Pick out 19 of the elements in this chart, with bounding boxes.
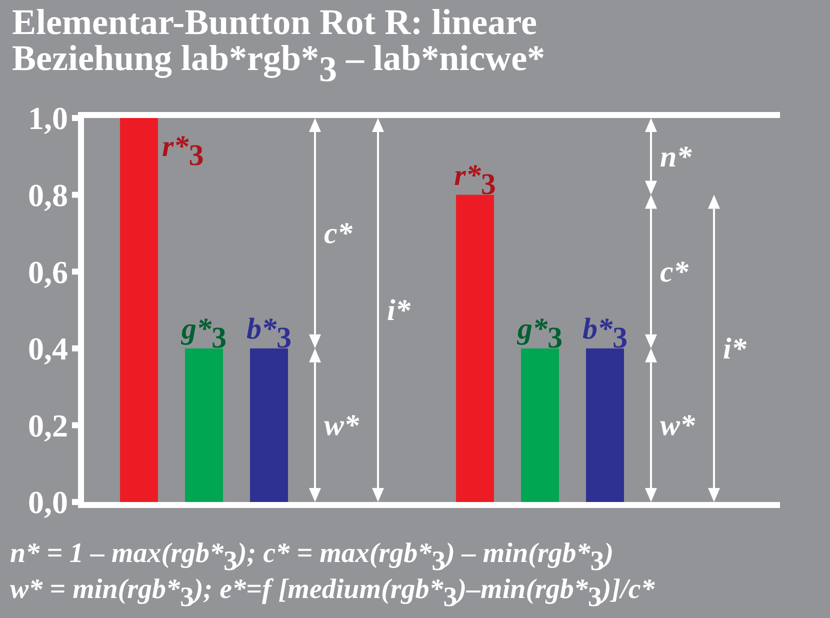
y-tick-label: 0,8 [28, 177, 68, 213]
bar [250, 348, 288, 502]
annotation: w* [660, 409, 696, 442]
annotation: w* [324, 409, 360, 442]
y-tick-label: 0,0 [28, 484, 68, 520]
bar [456, 194, 494, 502]
annotation: i* [723, 332, 748, 366]
y-tick-label: 1,0 [28, 100, 68, 136]
y-tick-label: 0,4 [28, 330, 68, 367]
annotation: i* [387, 294, 412, 327]
annotation: n* [660, 140, 693, 174]
y-tick-label: 0,2 [28, 407, 68, 444]
bar [120, 118, 158, 502]
bar [521, 348, 559, 502]
bar [185, 348, 223, 502]
y-tick-label: 0,6 [28, 254, 68, 290]
annotation: c* [324, 217, 354, 250]
bar [586, 348, 624, 502]
annotation: c* [660, 256, 690, 289]
